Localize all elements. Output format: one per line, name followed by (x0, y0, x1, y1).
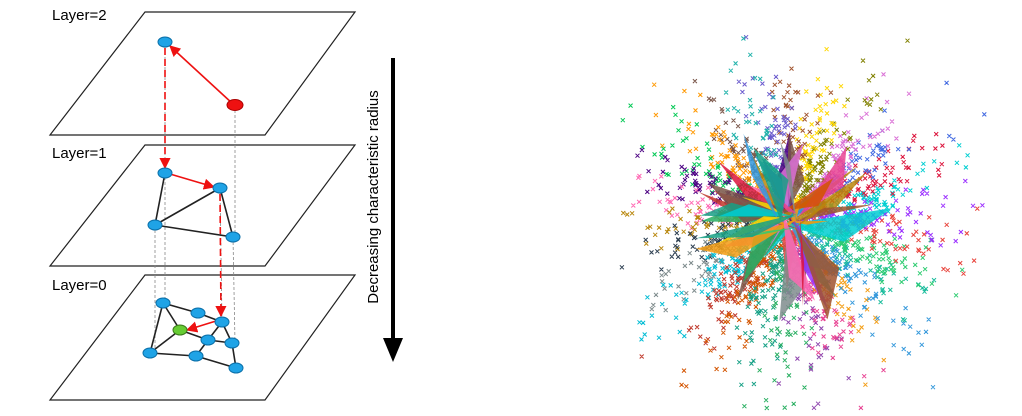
target-node (172, 324, 188, 336)
cell (762, 212, 792, 259)
node (212, 182, 228, 194)
node (224, 337, 240, 349)
node (190, 307, 206, 319)
voronoi-scatter (619, 34, 987, 411)
cell (793, 179, 853, 229)
arrow-label: Decreasing characteristic radius (365, 90, 382, 303)
cell (783, 178, 834, 211)
layer-label: Layer=1 (52, 145, 107, 162)
cell (753, 148, 789, 222)
node (214, 316, 230, 328)
points (679, 224, 790, 389)
node (228, 362, 244, 374)
cell (782, 208, 892, 242)
cell (696, 213, 798, 239)
layer-plane (48, 144, 357, 267)
node (225, 231, 241, 243)
radius-arrow: Decreasing characteristic radius (365, 58, 403, 362)
node (200, 334, 216, 346)
search-arrow (169, 45, 234, 105)
cell (718, 204, 792, 217)
entry-node (226, 99, 244, 111)
layer-label: Layer=2 (52, 7, 107, 24)
hnsw-diagram: Layer=2 Layer=1 Layer=0 (48, 7, 357, 401)
search-arrow (185, 320, 217, 333)
node (155, 297, 171, 309)
node (157, 36, 173, 48)
cell (781, 143, 804, 214)
cell (799, 216, 805, 307)
cell (783, 172, 867, 226)
cell (795, 204, 874, 222)
layer-plane (48, 11, 357, 136)
cell (794, 226, 840, 320)
layer-label: Layer=0 (52, 277, 107, 294)
search-arrow (169, 173, 216, 190)
cell (741, 197, 787, 217)
cell (786, 221, 829, 225)
cell (780, 140, 797, 225)
cell (717, 161, 785, 213)
cell (724, 227, 800, 242)
cell (792, 221, 817, 260)
cell (797, 146, 847, 218)
cell (760, 183, 797, 214)
node (188, 350, 204, 362)
cell (695, 220, 797, 258)
node (147, 219, 163, 231)
node (142, 347, 158, 359)
cell (782, 210, 816, 301)
cell (743, 133, 781, 226)
descend-arrow (215, 193, 227, 318)
node (157, 167, 173, 179)
